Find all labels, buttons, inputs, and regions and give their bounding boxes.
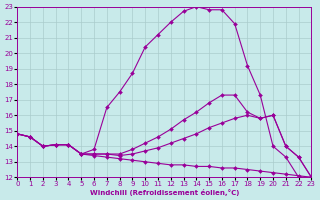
X-axis label: Windchill (Refroidissement éolien,°C): Windchill (Refroidissement éolien,°C) xyxy=(90,189,239,196)
